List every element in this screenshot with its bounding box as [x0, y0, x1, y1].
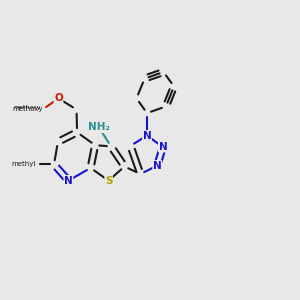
Text: methoxy: methoxy — [14, 106, 41, 110]
Text: N: N — [142, 130, 152, 141]
Text: N: N — [153, 160, 162, 171]
Text: NH₂: NH₂ — [88, 122, 110, 133]
Text: N: N — [158, 142, 167, 152]
Text: N: N — [64, 176, 73, 186]
Text: S: S — [105, 176, 112, 186]
Text: methoxy: methoxy — [12, 106, 43, 112]
Text: O: O — [54, 93, 63, 103]
Text: methyl: methyl — [12, 161, 36, 167]
